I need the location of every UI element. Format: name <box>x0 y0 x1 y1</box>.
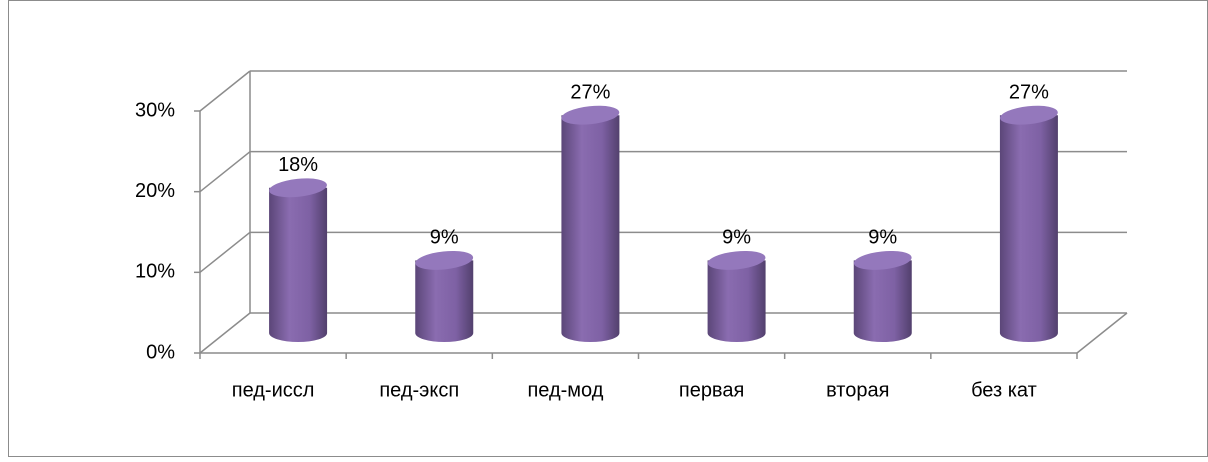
bar <box>999 115 1058 342</box>
grid-line <box>199 312 251 354</box>
x-tick-label: без кат <box>971 379 1037 401</box>
x-tick-label: пед-иссл <box>232 379 315 401</box>
x-tick-label: первая <box>679 379 744 401</box>
y-tick-label: 30% <box>135 99 175 121</box>
bar <box>853 260 912 342</box>
data-label: 9% <box>430 227 459 249</box>
data-label: 18% <box>278 154 318 176</box>
x-tick-label: вторая <box>826 379 889 401</box>
bar-top <box>269 178 327 198</box>
bar-top <box>561 105 620 125</box>
bar-top <box>415 250 474 270</box>
bar-top <box>707 250 766 270</box>
y-tick-label: 20% <box>135 180 175 202</box>
bar <box>561 115 620 342</box>
floor-right <box>1076 312 1128 354</box>
data-label: 9% <box>868 227 897 249</box>
y-tick-label: 0% <box>146 341 175 363</box>
data-label: 27% <box>570 81 610 103</box>
data-label: 27% <box>1009 81 1049 103</box>
data-label: 9% <box>722 227 751 249</box>
bar <box>707 260 766 342</box>
bar <box>269 187 328 342</box>
grid-line <box>199 151 251 193</box>
bar <box>415 260 474 342</box>
y-tick-label: 10% <box>135 261 175 283</box>
x-tick-label: пед-эксп <box>379 379 459 401</box>
x-tick-label: пед-мод <box>527 379 603 401</box>
grid-line <box>199 70 251 112</box>
grid-line <box>199 231 251 273</box>
bar-top <box>853 250 912 270</box>
bar-top <box>1000 105 1058 125</box>
